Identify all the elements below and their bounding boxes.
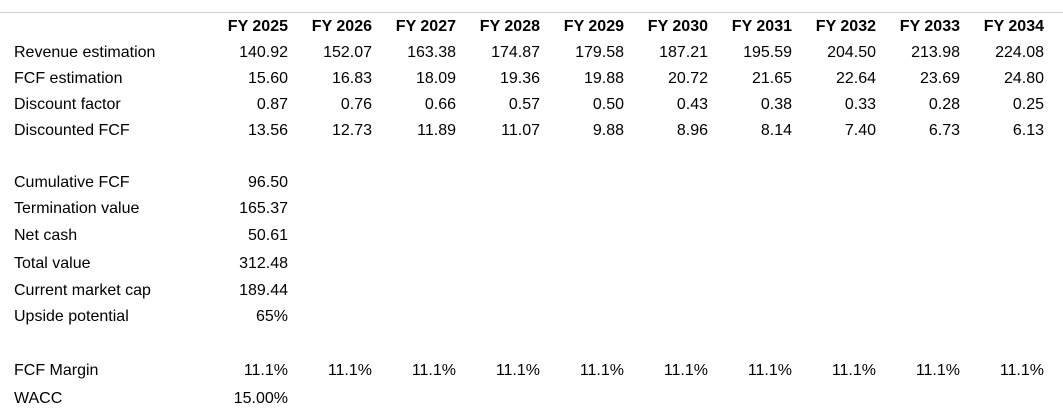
table-cell: 50.61 xyxy=(247,227,288,244)
table-cell: 19.36 xyxy=(499,70,540,87)
table-cell: 11.07 xyxy=(501,122,540,139)
table-cell: 65% xyxy=(255,308,288,325)
table-cell: 0.76 xyxy=(340,96,372,113)
table-cell: 0.87 xyxy=(256,96,288,113)
table-cell: 6.13 xyxy=(1012,122,1044,139)
table-cell: 8.14 xyxy=(760,122,792,139)
table-cell: 0.66 xyxy=(424,96,456,113)
year-header-fy2027: FY 2027 xyxy=(395,18,456,35)
table-cell: 11.1% xyxy=(243,362,288,379)
table-cell: 96.50 xyxy=(247,174,288,191)
table-cell: 174.87 xyxy=(491,44,540,61)
table-cell: 204.50 xyxy=(827,44,876,61)
row-label: WACC xyxy=(14,390,63,407)
table-cell: 21.65 xyxy=(751,70,792,87)
net-cash-row: Net cash 50.61 xyxy=(0,223,1063,249)
table-cell: 9.88 xyxy=(592,122,624,139)
year-header-fy2026: FY 2026 xyxy=(311,18,372,35)
table-cell: 0.25 xyxy=(1012,96,1044,113)
row-label: Discount factor xyxy=(14,96,121,113)
table-cell: 11.1% xyxy=(411,362,456,379)
table-cell: 7.40 xyxy=(844,122,876,139)
table-cell: 312.48 xyxy=(239,255,288,272)
row-label: Net cash xyxy=(14,227,78,244)
table-cell: 179.58 xyxy=(575,44,624,61)
year-header-fy2034: FY 2034 xyxy=(983,18,1044,35)
table-cell: 15.60 xyxy=(247,70,288,87)
table-cell: 8.96 xyxy=(676,122,708,139)
table-cell: 16.83 xyxy=(331,70,372,87)
table-cell: 11.1% xyxy=(327,362,372,379)
table-cell: 19.88 xyxy=(583,70,624,87)
table-cell: 0.50 xyxy=(592,96,624,113)
cumulative-fcf-row: Cumulative FCF 96.50 xyxy=(0,170,1063,196)
discount-factor-row: Discount factor 0.87 0.76 0.66 0.57 0.50… xyxy=(0,92,1063,118)
table-cell: 165.37 xyxy=(239,200,288,217)
fcf-margin-row: FCF Margin 11.1% 11.1% 11.1% 11.1% 11.1%… xyxy=(0,358,1063,384)
table-cell: 11.1% xyxy=(999,362,1044,379)
table-cell: 11.1% xyxy=(579,362,624,379)
table-cell: 189.44 xyxy=(239,282,288,299)
row-label: FCF estimation xyxy=(14,70,123,87)
year-header-fy2032: FY 2032 xyxy=(815,18,876,35)
table-cell: 187.21 xyxy=(659,44,708,61)
row-label: Cumulative FCF xyxy=(14,174,130,191)
table-cell: 18.09 xyxy=(415,70,456,87)
year-header-fy2028: FY 2028 xyxy=(479,18,540,35)
row-label: Current market cap xyxy=(14,282,151,299)
table-cell: 195.59 xyxy=(743,44,792,61)
table-cell: 20.72 xyxy=(667,70,708,87)
revenue-estimation-row: Revenue estimation 140.92 152.07 163.38 … xyxy=(0,40,1063,66)
row-label: FCF Margin xyxy=(14,362,99,379)
table-cell: 11.89 xyxy=(417,122,456,139)
table-cell: 11.1% xyxy=(495,362,540,379)
table-cell: 23.69 xyxy=(919,70,960,87)
table-cell: 140.92 xyxy=(239,44,288,61)
year-header-fy2030: FY 2030 xyxy=(647,18,708,35)
table-cell: 224.08 xyxy=(995,44,1044,61)
table-cell: 0.38 xyxy=(760,96,792,113)
table-cell: 213.98 xyxy=(911,44,960,61)
total-value-row: Total value 312.48 xyxy=(0,251,1063,277)
termination-value-row: Termination value 165.37 xyxy=(0,196,1063,222)
year-header-row: FY 2025 FY 2026 FY 2027 FY 2028 FY 2029 … xyxy=(0,14,1063,40)
table-cell: 11.1% xyxy=(663,362,708,379)
table-cell: 0.57 xyxy=(508,96,540,113)
row-label: Revenue estimation xyxy=(14,44,156,61)
year-header-fy2025: FY 2025 xyxy=(227,18,288,35)
table-cell: 11.1% xyxy=(747,362,792,379)
year-header-fy2029: FY 2029 xyxy=(563,18,624,35)
table-cell: 24.80 xyxy=(1003,70,1044,87)
row-label: Termination value xyxy=(14,200,140,217)
fcf-estimation-row: FCF estimation 15.60 16.83 18.09 19.36 1… xyxy=(0,66,1063,92)
year-header-fy2033: FY 2033 xyxy=(899,18,960,35)
table-cell: 0.43 xyxy=(676,96,708,113)
current-market-cap-row: Current market cap 189.44 xyxy=(0,278,1063,304)
table-cell: 11.1% xyxy=(831,362,876,379)
table-cell: 12.73 xyxy=(331,122,372,139)
table-cell: 15.00% xyxy=(233,390,288,407)
row-label: Discounted FCF xyxy=(14,122,130,139)
upside-potential-row: Upside potential 65% xyxy=(0,304,1063,330)
discounted-fcf-row: Discounted FCF 13.56 12.73 11.89 11.07 9… xyxy=(0,118,1063,144)
row-label: Upside potential xyxy=(14,308,129,325)
table-cell: 0.33 xyxy=(844,96,876,113)
table-cell: 22.64 xyxy=(835,70,876,87)
table-cell: 0.28 xyxy=(928,96,960,113)
wacc-row: WACC 15.00% xyxy=(0,386,1063,412)
table-cell: 6.73 xyxy=(928,122,960,139)
table-cell: 152.07 xyxy=(323,44,372,61)
table-cell: 163.38 xyxy=(407,44,456,61)
year-header-fy2031: FY 2031 xyxy=(731,18,792,35)
table-cell: 13.56 xyxy=(247,122,288,139)
row-label: Total value xyxy=(14,255,91,272)
table-cell: 11.1% xyxy=(915,362,960,379)
top-grid-line xyxy=(0,12,1063,13)
